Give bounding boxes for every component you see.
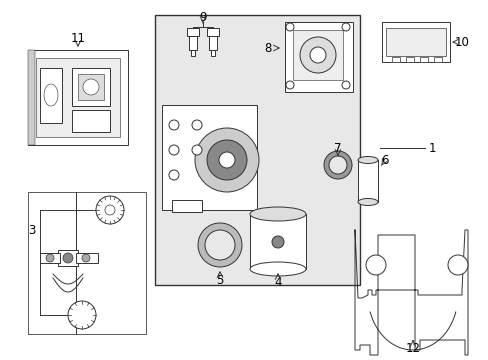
Bar xyxy=(381,22,449,62)
Bar xyxy=(186,28,199,36)
Circle shape xyxy=(68,301,96,329)
Text: 6: 6 xyxy=(381,153,388,166)
Text: 4: 4 xyxy=(274,276,281,289)
Circle shape xyxy=(192,145,202,155)
Bar xyxy=(36,58,120,137)
Text: 2: 2 xyxy=(42,252,50,265)
Bar xyxy=(28,50,128,145)
Bar xyxy=(285,22,352,92)
Circle shape xyxy=(219,152,235,168)
Circle shape xyxy=(169,170,179,180)
Circle shape xyxy=(46,254,54,262)
Ellipse shape xyxy=(249,262,305,276)
Circle shape xyxy=(169,120,179,130)
Bar xyxy=(210,50,215,56)
Bar xyxy=(433,57,441,62)
Circle shape xyxy=(105,205,115,215)
Bar xyxy=(40,253,60,263)
Text: 9: 9 xyxy=(199,10,206,23)
Ellipse shape xyxy=(249,207,305,221)
Text: 12: 12 xyxy=(405,342,420,355)
Text: 11: 11 xyxy=(70,32,85,45)
Ellipse shape xyxy=(357,157,377,163)
Bar xyxy=(76,253,98,263)
Bar xyxy=(40,68,62,123)
Circle shape xyxy=(447,255,467,275)
Bar xyxy=(249,214,305,269)
Bar xyxy=(191,50,195,56)
Circle shape xyxy=(192,120,202,130)
Text: 5: 5 xyxy=(216,274,223,287)
Circle shape xyxy=(82,254,90,262)
Bar xyxy=(292,30,342,80)
Bar xyxy=(72,110,110,132)
Bar xyxy=(28,50,35,145)
Circle shape xyxy=(271,236,284,248)
Circle shape xyxy=(83,79,99,95)
Circle shape xyxy=(285,23,293,31)
Circle shape xyxy=(341,23,349,31)
Circle shape xyxy=(285,81,293,89)
Ellipse shape xyxy=(357,198,377,206)
Bar xyxy=(172,200,202,212)
Bar xyxy=(162,105,257,210)
Bar xyxy=(419,57,427,62)
Circle shape xyxy=(365,255,385,275)
Bar xyxy=(28,192,146,334)
Bar xyxy=(405,57,413,62)
Circle shape xyxy=(169,145,179,155)
Bar xyxy=(357,160,377,202)
Bar xyxy=(58,250,78,266)
Bar xyxy=(385,28,445,56)
Bar xyxy=(206,28,219,36)
Text: 7: 7 xyxy=(334,141,341,154)
Circle shape xyxy=(309,47,325,63)
Bar xyxy=(155,15,359,285)
Bar xyxy=(72,68,110,106)
Circle shape xyxy=(341,81,349,89)
Bar xyxy=(208,36,217,50)
Circle shape xyxy=(299,37,335,73)
Text: 1: 1 xyxy=(427,141,435,154)
Circle shape xyxy=(206,140,246,180)
Bar xyxy=(189,36,197,50)
Circle shape xyxy=(63,253,73,263)
Text: 10: 10 xyxy=(454,36,468,49)
Circle shape xyxy=(195,128,259,192)
Bar xyxy=(78,74,104,100)
Text: 3: 3 xyxy=(28,224,36,237)
Text: 8: 8 xyxy=(264,41,271,54)
Circle shape xyxy=(96,196,124,224)
Bar xyxy=(391,57,399,62)
